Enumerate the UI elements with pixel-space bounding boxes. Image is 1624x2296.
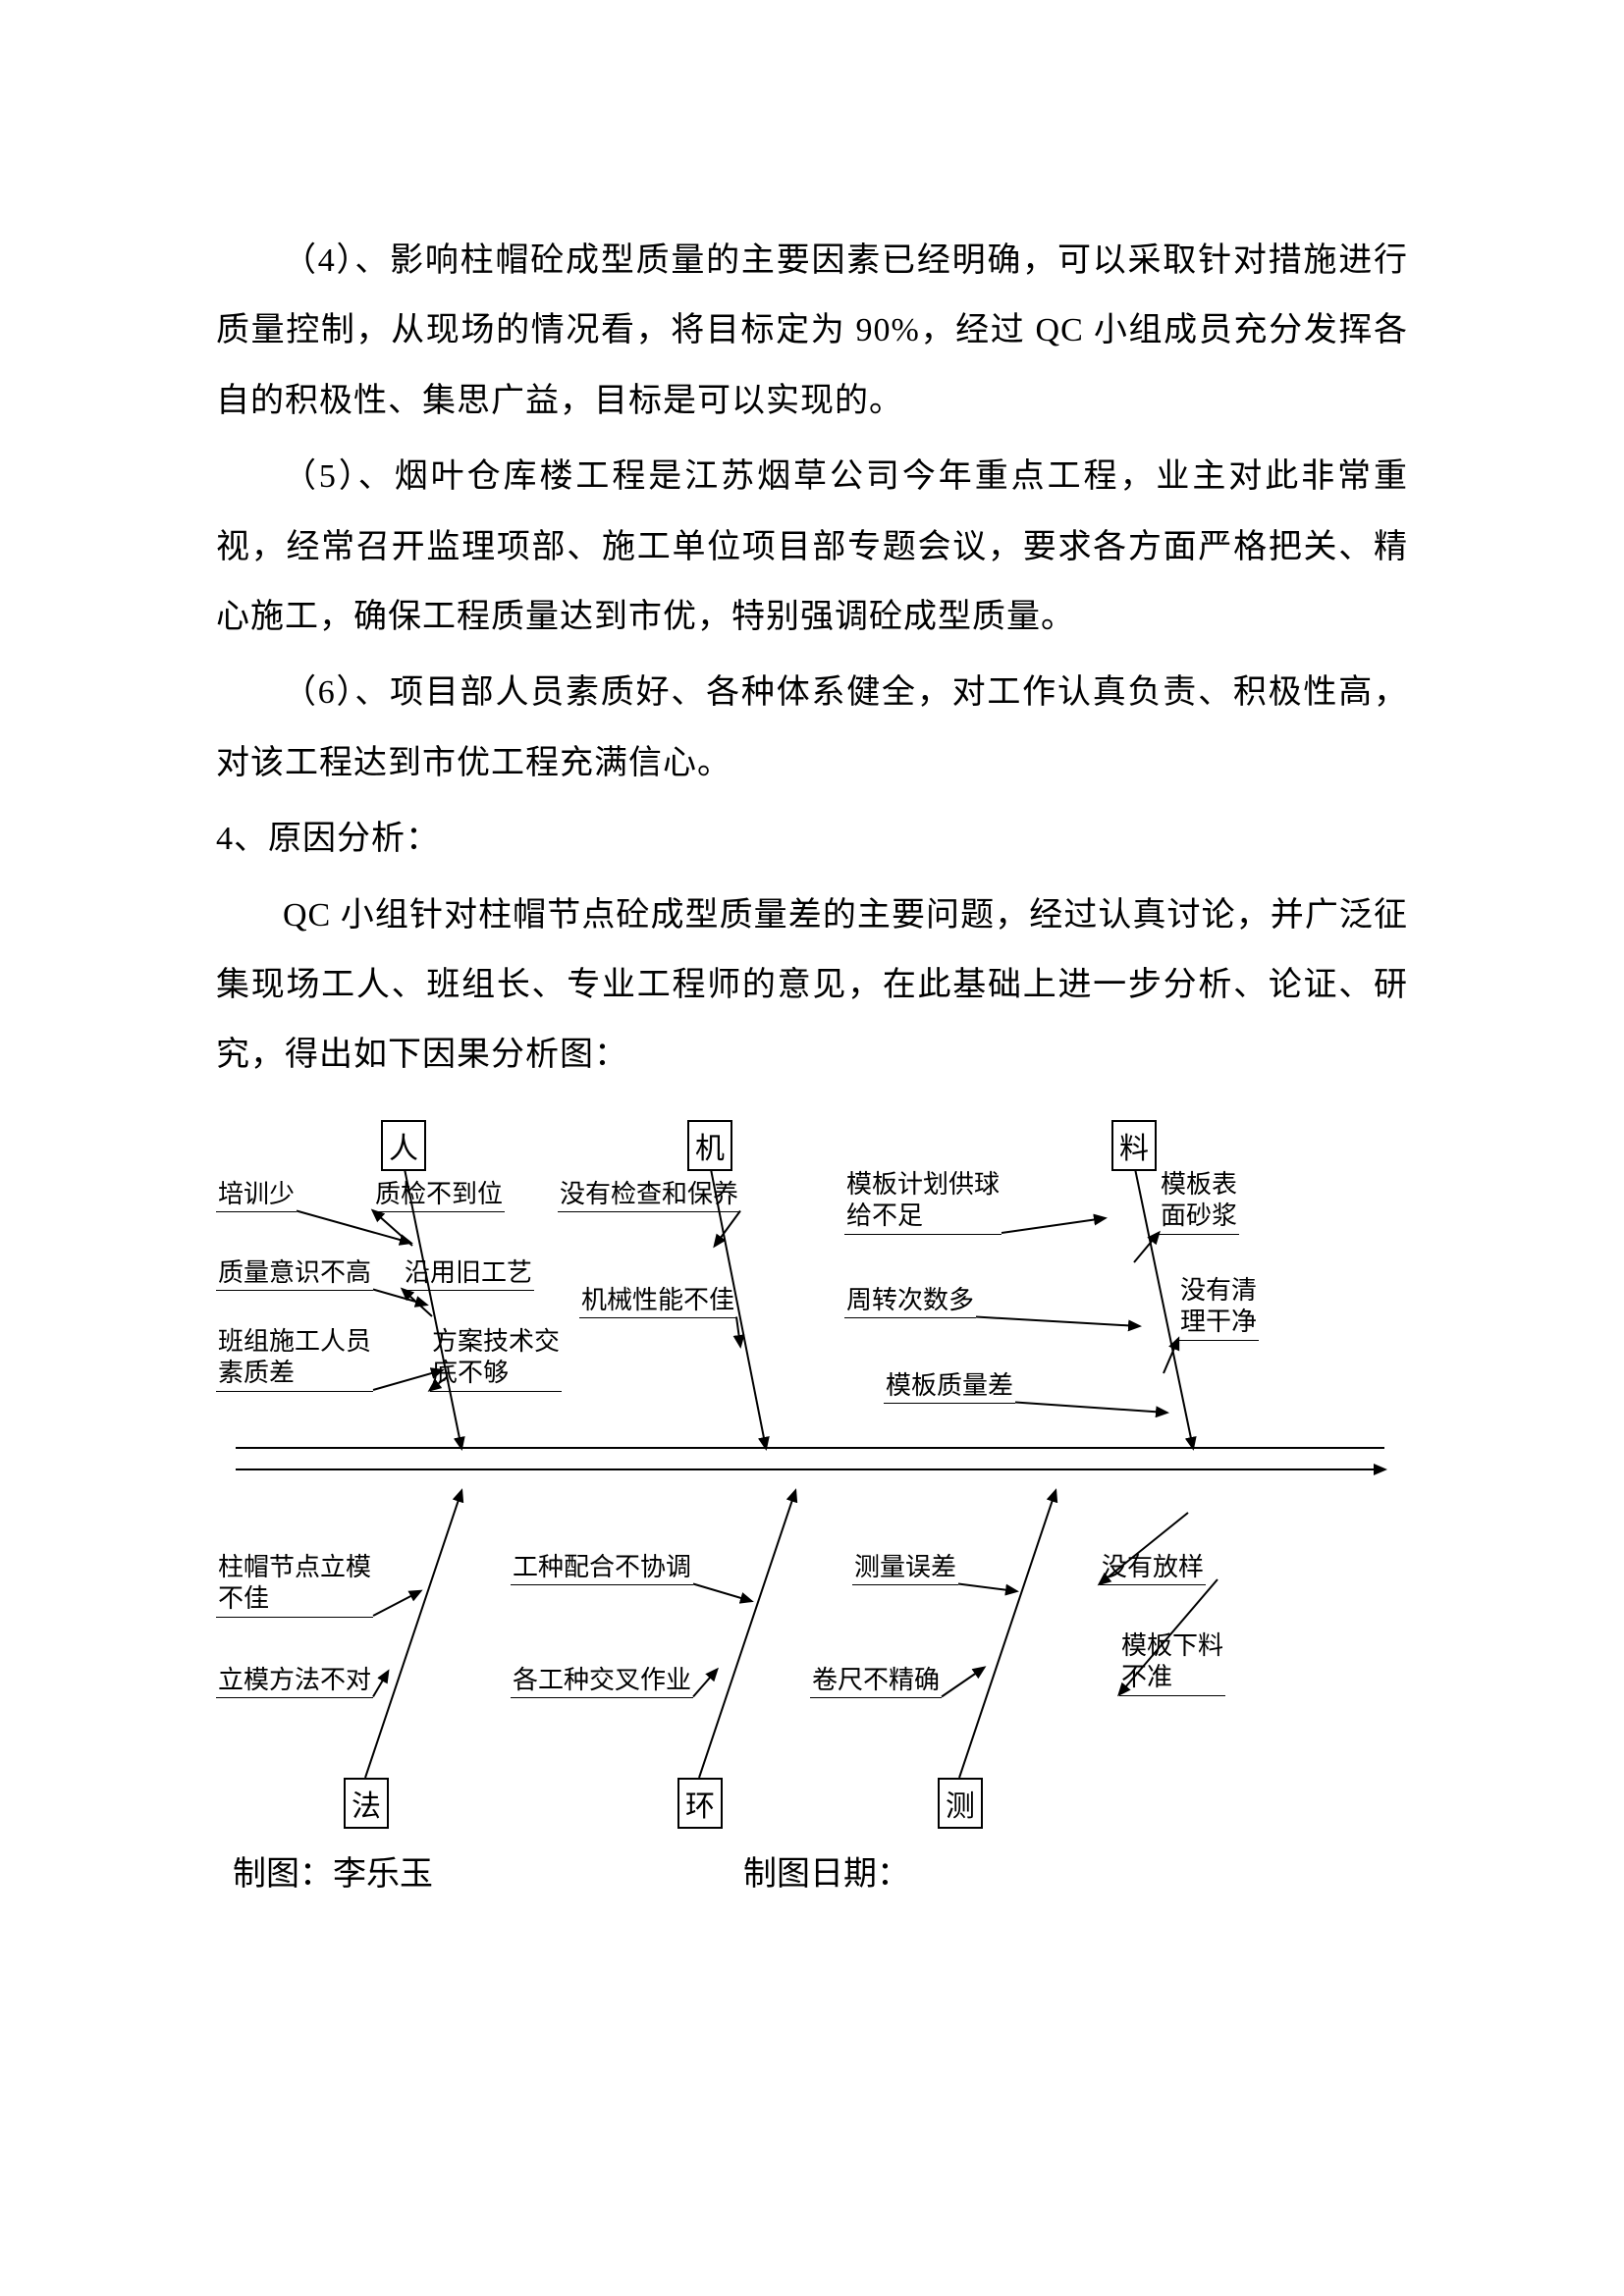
- credit-author-name: 李乐玉: [333, 1856, 433, 1893]
- heading-cause-analysis: 4、原因分析：: [216, 804, 1408, 874]
- fishbone-cause: 机械性能不佳: [579, 1285, 736, 1319]
- fishbone-cause: 质检不到位: [373, 1179, 505, 1213]
- fishbone-cause: 模板质量差: [884, 1370, 1015, 1405]
- fishbone-cause: 没有清 理干净: [1178, 1275, 1259, 1341]
- fishbone-category-ren: 人: [381, 1120, 426, 1171]
- fishbone-cause: 立模方法不对: [216, 1665, 373, 1699]
- fishbone-cause: 模板计划供球 给不足: [844, 1169, 1001, 1235]
- fishbone-cause: 工种配合不协调: [511, 1552, 693, 1586]
- fishbone-cause: 测量误差: [852, 1552, 958, 1586]
- fishbone-cause: 班组施工人员 素质差: [216, 1326, 373, 1392]
- paragraph-7: QC 小组针对柱帽节点砼成型质量差的主要问题，经过认真讨论，并广泛征集现场工人、…: [216, 881, 1408, 1091]
- fishbone-cause: 各工种交叉作业: [511, 1665, 693, 1699]
- credit-date: 制图日期：: [743, 1846, 910, 1895]
- fishbone-cause: 沿用旧工艺: [403, 1257, 534, 1292]
- paragraph-6: （6）、项目部人员素质好、各种体系健全，对工作认真负责、积极性高，对该工程达到市…: [216, 658, 1408, 798]
- fishbone-cause: 培训少: [216, 1179, 297, 1213]
- fishbone-category-ce: 测: [938, 1778, 983, 1829]
- fishbone-cause: 没有检查和保养: [558, 1179, 740, 1213]
- paragraph-4: （4）、影响柱帽砼成型质量的主要因素已经明确，可以采取针对措施进行质量控制，从现…: [216, 226, 1408, 436]
- paragraph-5: （5）、烟叶仓库楼工程是江苏烟草公司今年重点工程，业主对此非常重视，经常召开监理…: [216, 442, 1408, 652]
- fishbone-cause: 方案技术交 底不够: [430, 1326, 562, 1392]
- credit-author: 制图：李乐玉: [233, 1846, 743, 1895]
- fishbone-cause: 模板下料 不准: [1119, 1630, 1225, 1696]
- fishbone-cause: 柱帽节点立模 不佳: [216, 1552, 373, 1618]
- fishbone-category-huan: 环: [677, 1778, 723, 1829]
- fishbone-cause: 卷尺不精确: [810, 1665, 942, 1699]
- document-page: （4）、影响柱帽砼成型质量的主要因素已经明确，可以采取针对措施进行质量控制，从现…: [0, 0, 1624, 2296]
- fishbone-diagram: 人 机 料法 环 测 培训少 质检不到位质量意识不高沿用旧工艺班组施工人员 素质差方案技术交…: [216, 1120, 1408, 1827]
- diagram-credits: 制图：李乐玉 制图日期：: [216, 1846, 1408, 1895]
- fishbone-cause: 模板表 面砂浆: [1159, 1169, 1239, 1235]
- credit-date-label: 制图日期：: [743, 1856, 910, 1893]
- credit-author-label: 制图：: [233, 1856, 333, 1893]
- fishbone-cause: 质量意识不高: [216, 1257, 373, 1292]
- fishbone-cause: 没有放样: [1100, 1552, 1206, 1586]
- fishbone-cause: 周转次数多: [844, 1285, 976, 1319]
- fishbone-category-fa: 法: [344, 1778, 389, 1829]
- fishbone-category-ji: 机: [687, 1120, 732, 1171]
- fishbone-category-liao: 料: [1111, 1120, 1157, 1171]
